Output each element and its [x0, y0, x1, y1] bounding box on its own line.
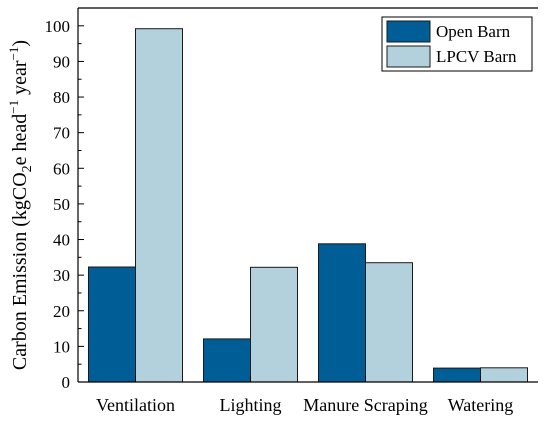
y-tick-label-70: 70 — [53, 124, 70, 143]
legend-swatch-lpcv-barn — [386, 45, 431, 68]
legend-swatch-open-barn — [386, 20, 431, 43]
x-label-lighting: Lighting — [220, 395, 282, 415]
x-label-ventilation: Ventilation — [96, 395, 175, 415]
y-axis-title: Carbon Emission (kgCO2e head−1 year−1) — [6, 40, 35, 370]
y-tick-label-100: 100 — [45, 17, 71, 36]
x-label-watering: Watering — [448, 395, 514, 415]
bar-open-barn-lighting — [203, 338, 251, 383]
bars-layer — [88, 28, 528, 383]
y-tick-label-80: 80 — [53, 88, 70, 107]
y-tick-label-90: 90 — [53, 52, 70, 71]
legend-label-open-barn: Open Barn — [436, 22, 511, 41]
bar-lpcv-barn-ventilation — [135, 28, 183, 383]
bar-open-barn-watering — [433, 367, 481, 383]
bar-lpcv-barn-manure-scraping — [365, 262, 413, 383]
legend-label-lpcv-barn: LPCV Barn — [436, 47, 517, 66]
bar-lpcv-barn-watering — [480, 367, 528, 383]
y-tick-label-50: 50 — [53, 195, 70, 214]
y-tick-label-10: 10 — [53, 337, 70, 356]
y-tick-label-40: 40 — [53, 231, 70, 250]
bar-open-barn-ventilation — [88, 266, 136, 383]
y-tick-label-20: 20 — [53, 302, 70, 321]
bar-open-barn-manure-scraping — [318, 243, 366, 383]
y-tick-label-0: 0 — [62, 373, 71, 392]
axes-layer — [77, 7, 538, 383]
y-tick-label-30: 30 — [53, 266, 70, 285]
y-tick-label-60: 60 — [53, 159, 70, 178]
y-ticks-layer: 0 10 20 30 40 50 60 70 80 90 100 — [45, 17, 84, 392]
legend: Open Barn LPCV Barn — [381, 16, 533, 72]
x-label-manure-scraping: Manure Scraping — [303, 395, 427, 415]
x-categories-layer: Ventilation Lighting Manure Scraping Wateri… — [96, 376, 513, 415]
bar-lpcv-barn-lighting — [250, 266, 298, 383]
